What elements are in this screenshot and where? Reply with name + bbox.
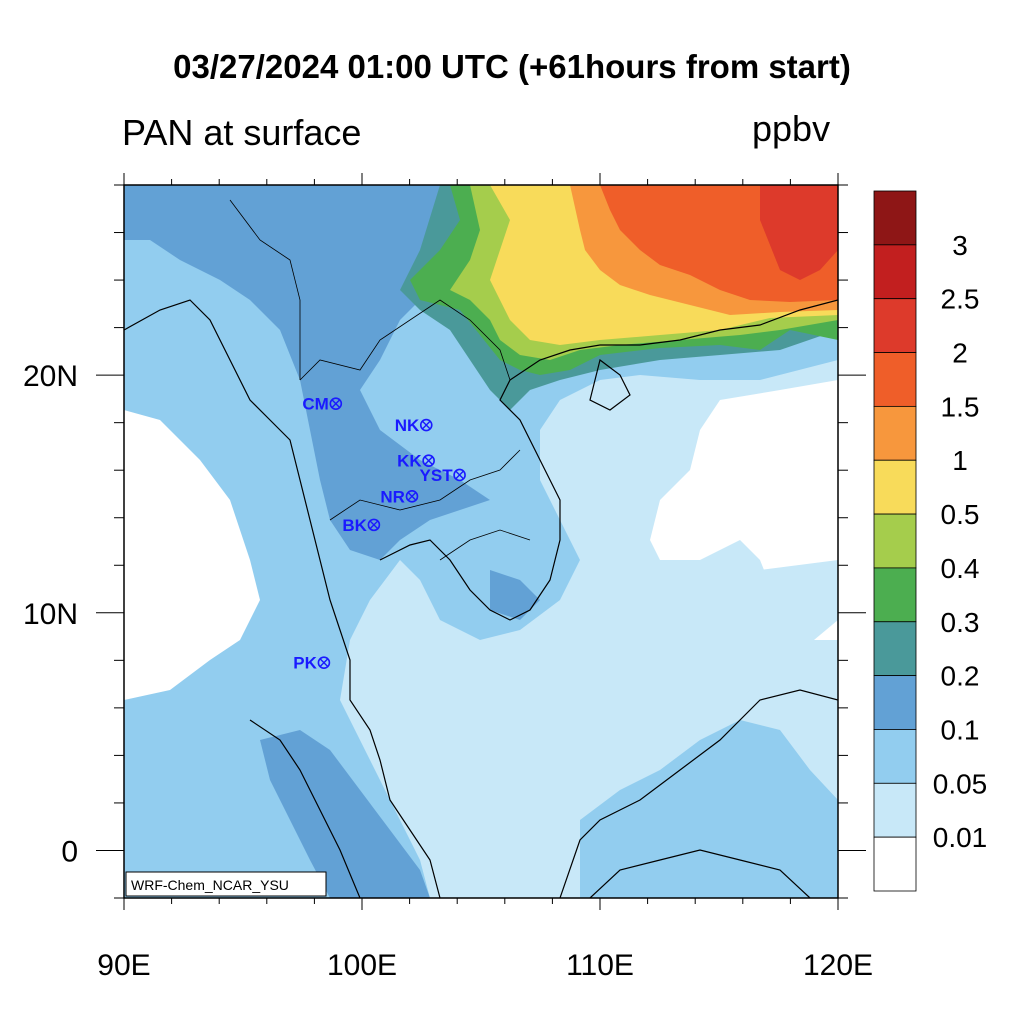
colorbar-swatch — [873, 729, 917, 784]
colorbar-swatch — [873, 513, 917, 569]
x-axis-labels: 90E 100E 110E 120E — [97, 949, 873, 982]
station-marker-cross — [319, 658, 329, 668]
station-marker-cross — [424, 456, 433, 465]
station-label: KK — [397, 452, 422, 471]
station-label: PK — [293, 654, 317, 673]
station-label: NR — [380, 487, 405, 506]
station-marker-icon — [453, 468, 466, 482]
colorbar-label: 2.5 — [941, 284, 980, 315]
colorbar-swatch — [873, 459, 917, 515]
station-cm: CM — [302, 395, 343, 414]
colorbar-swatch — [873, 621, 917, 677]
map-title: 03/27/2024 01:00 UTC (+61hours from star… — [173, 48, 851, 85]
y-tick-label: 10N — [23, 598, 78, 631]
colorbar-label: 0.5 — [941, 499, 980, 530]
station-marker-cross — [455, 470, 464, 480]
contour-2 — [760, 185, 838, 280]
station-yst: YST — [420, 466, 466, 485]
y-axis-labels: 20N 10N 0 — [23, 360, 78, 868]
coastlines — [124, 299, 838, 898]
station-marker-cross — [369, 520, 379, 530]
station-kk: KK — [397, 452, 435, 471]
station-marker-icon — [329, 397, 343, 410]
colorbar-label: 0.01 — [933, 822, 988, 853]
x-tick-label: 110E — [566, 949, 634, 982]
colorbar-label: 0.05 — [933, 768, 988, 799]
map-frame — [123, 184, 839, 899]
station-nr: NR — [380, 487, 419, 506]
station-label: BK — [342, 516, 367, 535]
colorbar-swatch — [873, 298, 917, 353]
country-borders — [229, 199, 531, 561]
colorbar-swatch — [873, 567, 917, 623]
station-pk: PK — [293, 654, 331, 673]
station-marker-cross — [421, 420, 431, 430]
contour-0.1-sumatra — [260, 730, 430, 898]
station-bk: BK — [342, 516, 381, 535]
pan-field — [124, 185, 838, 898]
y-tick-label: 20N — [23, 360, 78, 393]
colorbar-label: 0.4 — [941, 553, 980, 584]
colorbar-swatch — [873, 352, 917, 407]
colorbar-swatch — [873, 836, 917, 892]
axis-ticks — [96, 173, 866, 910]
colorbar-label: 0.3 — [941, 607, 980, 638]
contour-0.01-east — [650, 560, 838, 720]
colorbar-swatch — [873, 405, 917, 461]
colorbar-swatch — [873, 782, 917, 838]
station-marker-icon — [422, 454, 435, 467]
contour-0.1-delta — [490, 570, 540, 620]
y-tick-label: 0 — [61, 835, 78, 868]
contour-0.05-borneo — [580, 720, 838, 898]
units-label: ppbv — [752, 108, 831, 149]
station-label: YST — [420, 466, 454, 485]
field-name: PAN at surface — [122, 112, 362, 153]
colorbar-label: 3 — [952, 230, 968, 261]
colorbar: 3 2.5 2 1.5 1 0.5 0.4 0.3 0.2 0.1 0.05 0.01 — [873, 190, 988, 892]
station-label: NK — [395, 416, 420, 435]
colorbar-label: 2 — [952, 338, 968, 369]
station-marker-icon — [367, 518, 381, 532]
station-marker-icon — [419, 418, 433, 432]
colorbar-label: 0.2 — [941, 661, 980, 692]
station-marker-icon — [317, 656, 331, 670]
station-marker-cross — [407, 492, 417, 501]
model-label: WRF-Chem_NCAR_YSU — [131, 877, 289, 893]
colorbar-swatch — [873, 244, 917, 300]
station-marker-icon — [405, 490, 419, 503]
colorbar-label: 1 — [952, 445, 968, 476]
station-marker-cross — [331, 399, 341, 408]
colorbar-swatch — [873, 675, 917, 730]
colorbar-swatch — [873, 190, 917, 246]
colorbar-label: 0.1 — [941, 714, 980, 745]
station-nk: NK — [395, 416, 433, 435]
model-label-box — [125, 871, 327, 897]
x-tick-label: 100E — [327, 949, 397, 982]
station-label: CM — [302, 395, 328, 414]
x-tick-label: 120E — [803, 949, 873, 982]
x-tick-label: 90E — [97, 949, 150, 982]
colorbar-label: 1.5 — [941, 391, 980, 422]
